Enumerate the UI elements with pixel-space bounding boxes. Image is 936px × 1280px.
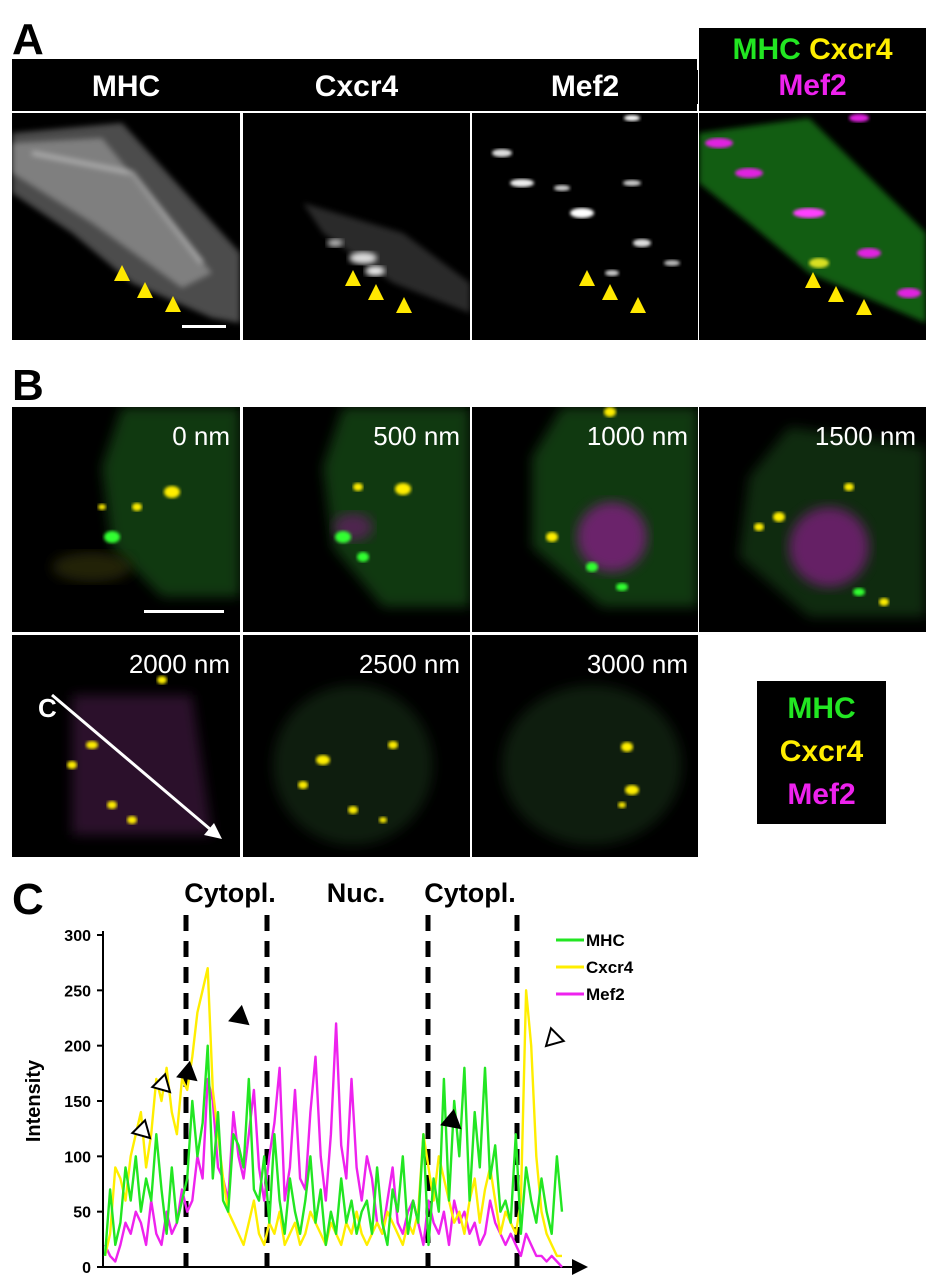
legend-entry: MHC [586,931,625,950]
panel-b-letter: B [12,361,44,410]
depth-label: 0 nm [172,421,230,451]
region-label: Cytopl. [424,878,516,908]
open-arrowhead [544,1026,566,1048]
micrograph-b-2000nm: 2000 nm C [12,635,240,857]
panel-c-letter: C [12,875,44,924]
y-tick-label: 150 [64,1094,91,1111]
depth-label: 2500 nm [358,649,460,679]
merge-cxcr4-label: Cxcr4 [809,33,893,66]
legend-mhc: MHC [787,692,856,725]
header-mhc: MHC [12,70,240,104]
legend-entry: Mef2 [586,985,625,1004]
panel-a-letter: A [12,15,44,64]
legend-entry: Cxcr4 [586,958,634,977]
open-arrowhead [150,1072,172,1094]
header-cxcr4: Cxcr4 [243,70,470,104]
micrograph-b-500nm: 500 nm [243,407,470,632]
filled-arrowhead [228,1004,250,1026]
y-tick-label: 50 [73,1205,91,1222]
legend-cxcr4: Cxcr4 [779,735,864,768]
region-label: Nuc. [327,878,386,908]
arrowhead-marker [828,286,844,302]
x-axis-arrow [572,1259,588,1275]
arrowhead-marker [137,282,153,298]
arrowhead-marker [856,299,872,315]
depth-label: 500 nm [373,421,460,451]
line-profile-chart: 0 50 100 150 200 250 300 Intensity Cytopl. Nuc. Cy… [23,878,634,1277]
merge-mhc-label: MHC [732,33,801,66]
micrograph-b-0nm: 0 nm [12,407,240,632]
micrograph-a-merge [699,113,926,340]
arrowhead-marker [368,284,384,300]
arrowhead-marker [579,270,595,286]
micrograph-a-mef2 [472,113,698,340]
region-label: Cytopl. [184,878,276,908]
arrowhead-marker [602,284,618,300]
arrowhead-marker [165,296,181,312]
arrowhead-marker [345,270,361,286]
y-tick-label: 300 [64,928,91,945]
micrograph-a-mhc [12,113,240,340]
y-tick-label: 250 [64,983,91,1000]
filled-arrowhead [440,1108,462,1130]
legend-mef2: Mef2 [787,778,856,811]
arrowhead-marker [630,297,646,313]
y-tick-label: 100 [64,1149,91,1166]
header-mef2: Mef2 [472,70,698,104]
arrowhead-marker [396,297,412,313]
micrograph-b-3000nm: 3000 nm [472,635,698,857]
depth-label: 1000 nm [586,421,688,451]
filled-arrowhead [176,1060,198,1082]
depth-label: 3000 nm [586,649,688,679]
series-line-cxcr4 [103,967,562,1258]
y-tick-label: 200 [64,1039,91,1056]
channel-legend: MHC Cxcr4 Mef2 [757,681,886,824]
depth-label: 2000 nm [128,649,230,679]
micrograph-b-1000nm: 1000 nm [472,407,698,632]
open-arrowhead [130,1118,152,1140]
depth-label: 1500 nm [814,421,916,451]
micrograph-a-cxcr4 [243,113,470,340]
micrograph-b-2500nm: 2500 nm [243,635,470,857]
y-tick-label: 0 [82,1260,91,1277]
scale-bar [144,610,224,613]
arrowhead-marker [805,272,821,288]
line-profile-label: C [38,693,57,723]
micrograph-b-1500nm: 1500 nm [699,407,926,632]
series-line-mef2 [103,1022,563,1268]
scale-bar [182,325,226,328]
y-axis-label: Intensity [23,1059,45,1142]
merge-mef2-label: Mef2 [778,69,847,102]
series-line-mhc [103,1044,564,1256]
header-merge: MHC Cxcr4 Mef2 [699,28,926,111]
arrowhead-marker [114,265,130,281]
